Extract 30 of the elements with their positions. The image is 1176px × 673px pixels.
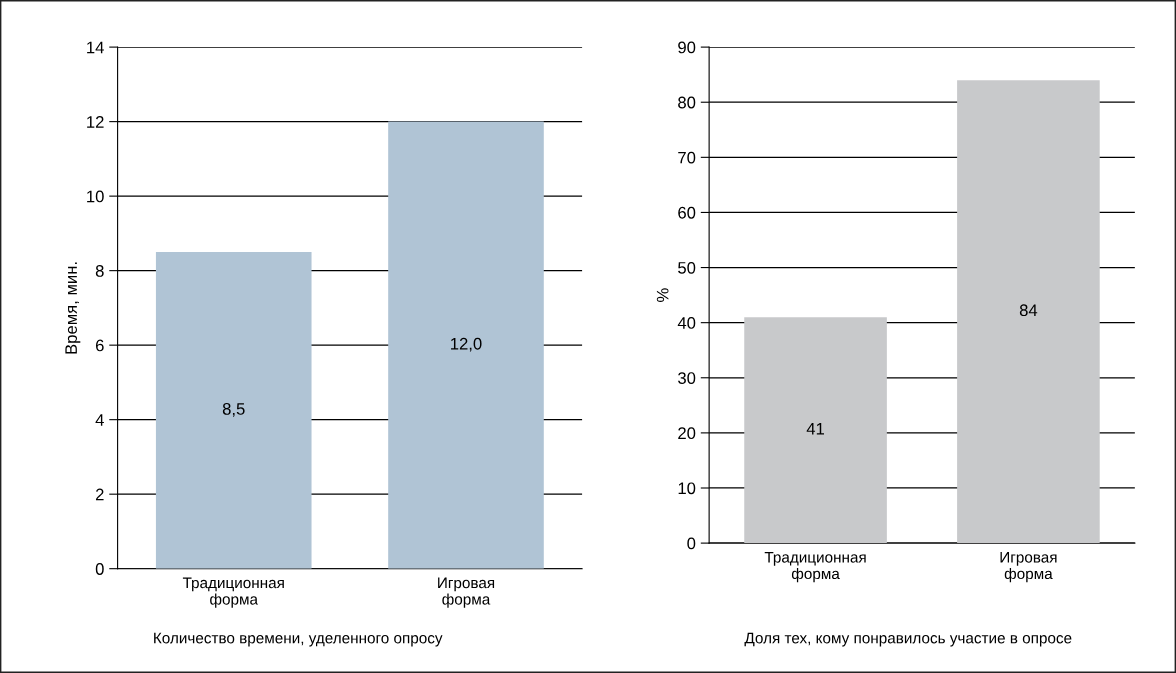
y-tick-label: 14: [87, 41, 104, 54]
text: Количество времени, уделенного опросу: [154, 632, 443, 647]
x-tick-label: Традиционная форма: [764, 552, 866, 583]
data-label: 8,5: [222, 403, 245, 417]
data-label: 41: [806, 422, 825, 435]
data-label: 84: [1019, 304, 1038, 317]
y-tick-label: 70: [678, 151, 696, 164]
y-tick-label: 6: [95, 339, 104, 352]
y-tick-label: 12: [87, 116, 104, 128]
y-tick-label: 20: [678, 427, 696, 440]
data-label: 12,0: [451, 337, 482, 352]
y-tick-label: 10: [87, 190, 104, 203]
y-tick-label: 0: [95, 563, 104, 575]
y-tick-label: 0: [687, 537, 696, 550]
x-tick-label: Игровая форма: [1000, 552, 1057, 583]
y-tick-label: 60: [678, 206, 696, 219]
y-tick-label: 50: [678, 261, 696, 274]
y-tick-label: 80: [678, 96, 696, 109]
y-tick-label: 90: [678, 41, 696, 54]
y-tick-label: 40: [677, 317, 696, 329]
x-tick-label: Игровая форма: [438, 577, 495, 608]
x-tick-label: Традиционная форма: [182, 577, 284, 608]
text: Доля тех, кому понравилось участие в опросе: [744, 632, 1072, 647]
y-tick-label: 8: [95, 265, 104, 277]
y-tick-label: 30: [678, 372, 696, 384]
y-tick-label: 10: [678, 482, 696, 495]
y-axis-title: Время, мин.: [65, 262, 81, 354]
y-tick-label: 4: [95, 414, 104, 426]
y-tick-label: 2: [95, 488, 104, 501]
y-axis-title: %: [656, 288, 669, 302]
